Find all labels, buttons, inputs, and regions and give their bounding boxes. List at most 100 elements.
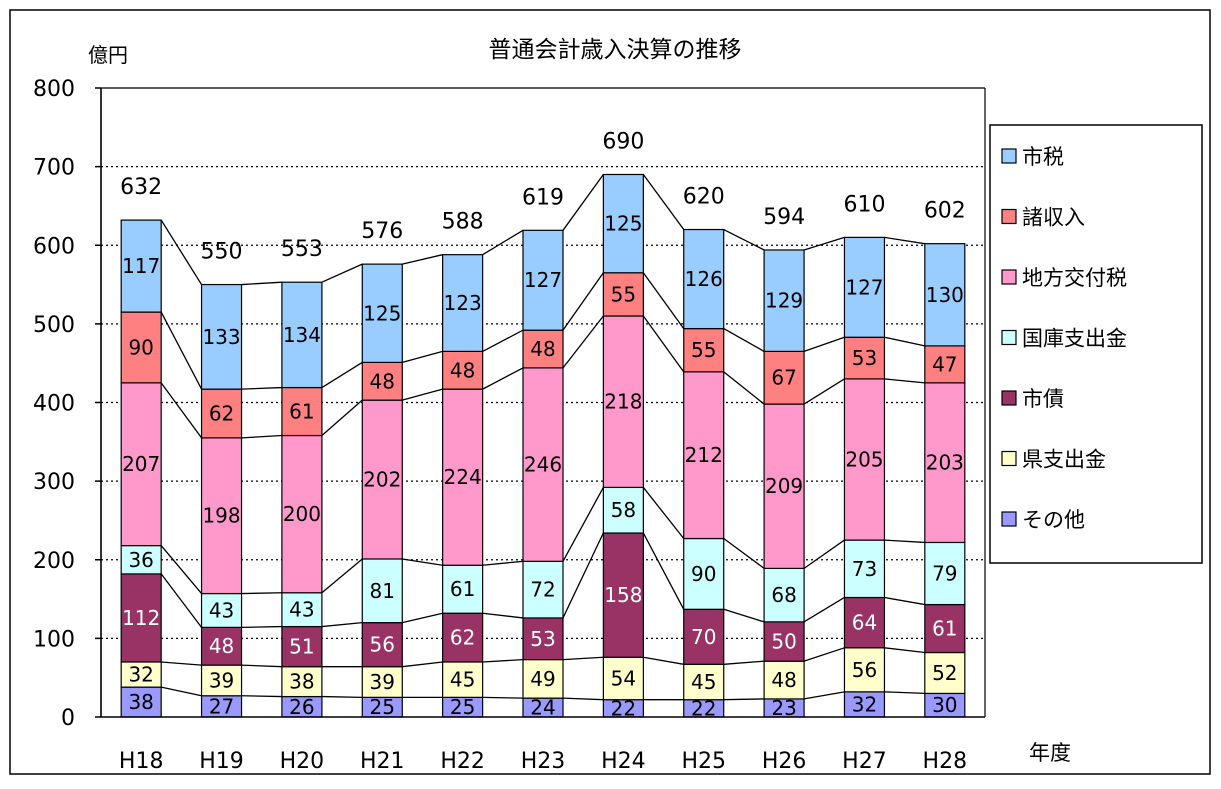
bar-segment xyxy=(924,382,966,544)
bar-value-label: 81 xyxy=(370,579,395,603)
bar-value-label: 56 xyxy=(370,633,395,657)
bar-segment xyxy=(602,272,644,317)
bar-value-label: 38 xyxy=(289,670,314,694)
bar-value-label: 134 xyxy=(283,323,321,347)
series-connector-line xyxy=(642,272,685,329)
x-tick-label: H22 xyxy=(440,749,485,774)
bar-value-label: 209 xyxy=(765,474,803,498)
y-tick-label: 400 xyxy=(33,392,75,417)
bar-value-label: 207 xyxy=(122,452,160,476)
bar-value-label: 203 xyxy=(926,451,964,475)
series-connector-line xyxy=(884,378,925,384)
bar-value-label: 43 xyxy=(209,598,234,622)
bar-segment xyxy=(281,666,323,698)
bar-segment xyxy=(361,666,403,698)
series-connector-line xyxy=(562,697,604,701)
bar-segment xyxy=(763,350,805,405)
series-connector-line xyxy=(160,573,203,628)
series-connector-line xyxy=(723,698,765,701)
bar-total-label: 594 xyxy=(763,205,805,230)
series-connector-line xyxy=(803,378,845,405)
x-tick-label: H27 xyxy=(842,749,887,774)
series-connector-line xyxy=(642,315,685,373)
bar-segment xyxy=(281,592,323,628)
bar-value-label: 24 xyxy=(530,696,555,720)
bar-segment xyxy=(924,603,966,654)
bar-segment xyxy=(442,254,484,352)
bar-segment xyxy=(361,263,403,364)
bar-value-label: 48 xyxy=(450,358,475,382)
bar-value-label: 27 xyxy=(209,694,234,718)
bar-total-label: 588 xyxy=(442,210,484,235)
x-tick-label: H19 xyxy=(199,749,244,774)
series-connector-line xyxy=(321,695,363,698)
bar-value-label: 123 xyxy=(444,291,482,315)
bar-value-label: 52 xyxy=(932,661,957,685)
x-axis-ticks: H18 H19 H20 H21 H22 H23 H24 H25 H26 H27 H28 xyxy=(119,749,967,774)
y-tick-label: 700 xyxy=(33,156,75,181)
series-connector-line xyxy=(643,656,684,665)
y-axis-ticks: 0 100 200 300 400 500 600 700 800 xyxy=(33,77,101,731)
bar-total-label: 550 xyxy=(201,240,243,265)
series-connector-line xyxy=(803,336,845,353)
series-connector-line xyxy=(482,696,524,699)
bar-segment xyxy=(200,626,243,666)
series-connector-line xyxy=(161,661,202,666)
bar-segment xyxy=(602,173,644,274)
bar-segment xyxy=(281,386,323,437)
legend-box xyxy=(989,124,1203,564)
bar-segment xyxy=(120,573,162,663)
bar-segment xyxy=(843,236,886,338)
bar-value-label: 48 xyxy=(370,369,395,393)
bar-segment xyxy=(924,243,966,347)
bar-total-label: 576 xyxy=(361,219,403,244)
bar-segment xyxy=(120,382,162,547)
series-connector-line xyxy=(402,254,443,265)
bar-value-label: 127 xyxy=(845,275,883,299)
bar-value-label: 73 xyxy=(852,557,877,581)
series-connector-line xyxy=(482,560,524,566)
bar-value-label: 72 xyxy=(530,578,555,602)
bar-value-label: 32 xyxy=(852,692,877,716)
bar-value-label: 61 xyxy=(289,400,314,424)
y-tick-label: 100 xyxy=(33,627,75,652)
bar-segment xyxy=(843,647,886,693)
bar-segment xyxy=(924,541,966,606)
bar-value-label: 67 xyxy=(771,366,796,390)
series-connector-line xyxy=(482,367,524,390)
bar-value-label: 68 xyxy=(771,583,796,607)
series-connector-line xyxy=(884,596,925,606)
series-connector-line xyxy=(161,686,202,697)
bar-value-label: 55 xyxy=(691,338,716,362)
bar-segment xyxy=(683,663,725,701)
bar-total-label: 553 xyxy=(281,237,323,262)
bar-total-label: 602 xyxy=(924,199,966,224)
bar-segment xyxy=(843,378,886,541)
axes xyxy=(100,88,986,718)
legend-swatch xyxy=(1001,329,1017,346)
bar-segment xyxy=(763,249,805,352)
bar-value-label: 61 xyxy=(932,617,957,641)
bar-value-label: 25 xyxy=(370,695,395,719)
bar-segment xyxy=(522,229,564,331)
series-connector-line xyxy=(723,660,765,665)
bar-value-label: 224 xyxy=(444,465,482,489)
bar-segment xyxy=(843,336,886,380)
bar-value-label: 51 xyxy=(289,635,314,659)
series-connector-line xyxy=(241,281,282,286)
bar-value-label: 47 xyxy=(932,352,957,376)
x-tick-label: H28 xyxy=(923,749,968,774)
series-connector-line xyxy=(402,612,443,624)
series-connector-line xyxy=(402,558,443,566)
legend-swatch xyxy=(1001,269,1017,285)
bar-value-label: 58 xyxy=(611,498,636,522)
bar-segment xyxy=(763,621,805,662)
bar-value-label: 49 xyxy=(530,667,555,691)
series-connector-line xyxy=(482,329,524,352)
y-tick-label: 0 xyxy=(61,706,75,731)
series-connector-lines xyxy=(160,174,925,701)
series-connector-line xyxy=(160,382,203,439)
bar-total-label: 610 xyxy=(843,192,885,217)
bar-value-label: 205 xyxy=(845,448,883,472)
